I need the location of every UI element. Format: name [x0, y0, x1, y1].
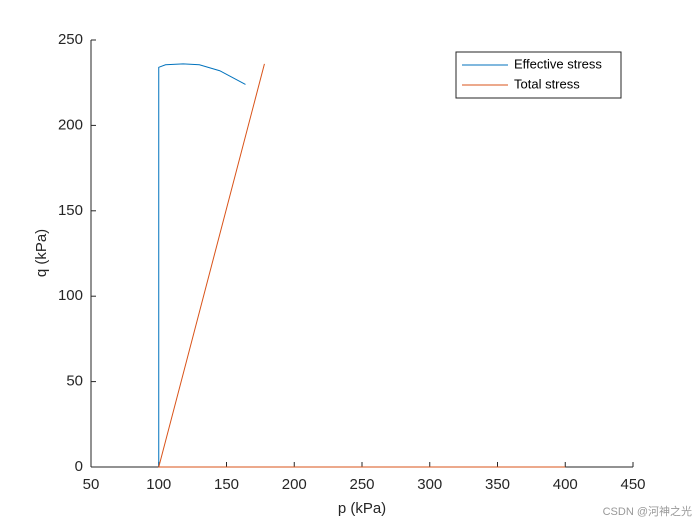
x-tick-label: 300: [417, 476, 442, 493]
x-tick-label: 250: [349, 476, 374, 493]
x-tick-label: 200: [282, 476, 307, 493]
x-tick-label: 100: [146, 476, 171, 493]
y-tick-label: 100: [58, 287, 83, 304]
x-tick-label: 150: [214, 476, 239, 493]
legend-box: [455, 51, 622, 99]
x-tick-label: 400: [553, 476, 578, 493]
line: [158, 63, 566, 468]
y-tick-label: 250: [58, 31, 83, 48]
y-tick-label: 150: [58, 202, 83, 219]
x-tick-label: 350: [485, 476, 510, 493]
line: [158, 63, 246, 467]
y-tick-label: 50: [66, 373, 83, 390]
legend-label: Effective stress: [514, 56, 602, 71]
x-axis-label: p (kPa): [338, 500, 386, 517]
watermark: CSDN @河神之光: [603, 504, 692, 518]
y-tick-label: 200: [58, 116, 83, 133]
x-tick-label: 50: [83, 476, 100, 493]
y-tick-label: 0: [75, 458, 83, 475]
legend-label: Total stress: [514, 76, 580, 91]
x-tick-label: 450: [620, 476, 645, 493]
y-axis-label: q (kPa): [33, 229, 50, 277]
